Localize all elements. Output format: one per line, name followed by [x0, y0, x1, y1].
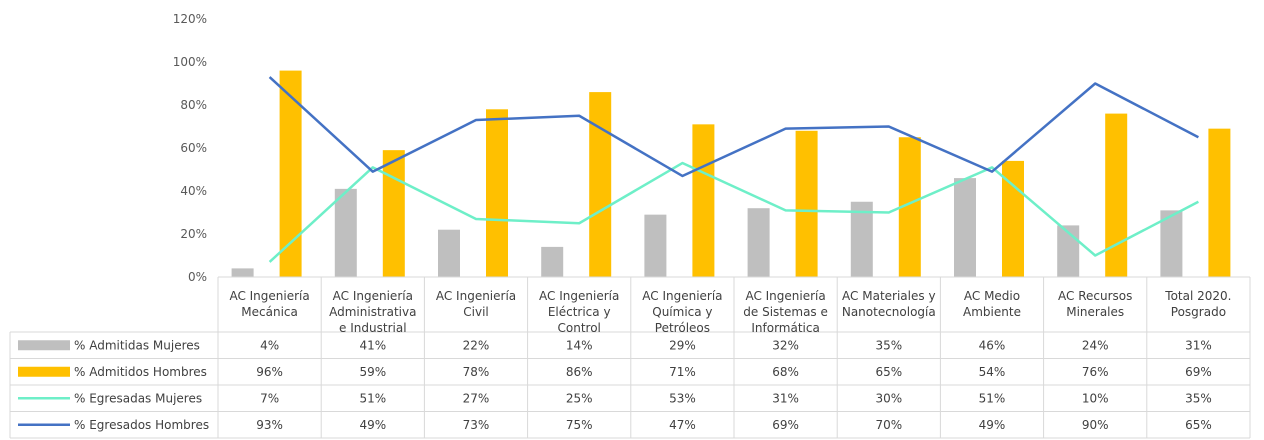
category-label: AC Ingeniería Administrativa e Industrial [329, 289, 416, 335]
category-label: AC Materiales y Nanotecnología [842, 289, 936, 319]
table-cell-value: 22% [463, 338, 490, 352]
legend-label: % Egresadas Mujeres [74, 391, 202, 405]
category-label: AC Recursos Minerales [1058, 289, 1132, 319]
table-cell-value: 49% [359, 418, 386, 432]
table-cell-value: 32% [772, 338, 799, 352]
table-cell-value: 35% [1185, 391, 1212, 405]
data-table: AC Ingeniería Mecánica AC Ingeniería Admini… [9, 276, 1251, 439]
table-cell-value: 30% [875, 391, 902, 405]
table-cell-value: 75% [566, 418, 593, 432]
table-cell-value: 35% [875, 338, 902, 352]
y-axis: 0% 20% 40% 60% 80% 100% 120% [173, 12, 207, 284]
table-cell-value: 29% [669, 338, 696, 352]
table-cell-value: 10% [1082, 391, 1109, 405]
table-cell-value: 31% [772, 391, 799, 405]
bar-admitidos-hombres [795, 130, 818, 277]
table-cell-value: 96% [256, 365, 283, 379]
bar-admitidas-mujeres [954, 178, 976, 277]
table-cell-value: 73% [463, 418, 490, 432]
bar-admitidos-hombres [898, 137, 921, 277]
table-cell-value: 70% [875, 418, 902, 432]
bars [231, 70, 1231, 277]
y-tick-label: 40% [180, 184, 207, 198]
line-egresadas-mujeres [268, 161, 1199, 263]
y-tick-label: 120% [173, 12, 207, 26]
table-cell-value: 25% [566, 391, 593, 405]
bar-admitidas-mujeres [1160, 210, 1183, 277]
bar-admitidas-mujeres [541, 246, 564, 277]
bar-admitidos-hombres [1105, 113, 1128, 277]
y-tick-label: 20% [180, 227, 207, 241]
table-cell-value: 69% [1185, 365, 1212, 379]
category-label: Total 2020. Posgrado [1164, 289, 1231, 319]
bar-admitidos-hombres [1208, 128, 1231, 277]
bar-admitidas-mujeres [644, 214, 667, 277]
table-cell-value: 27% [463, 391, 490, 405]
table-cell-value: 51% [979, 391, 1006, 405]
bar-admitidos-hombres [692, 124, 715, 277]
category-label: AC Ingeniería Civil [436, 289, 516, 319]
table-cell-value: 41% [359, 338, 386, 352]
bar-admitidas-mujeres [231, 268, 254, 277]
table-cell-value: 53% [669, 391, 696, 405]
bar-admitidas-mujeres [438, 229, 460, 277]
table-cell-value: 78% [463, 365, 490, 379]
table-cell-value: 47% [669, 418, 696, 432]
table-cell-value: 65% [875, 365, 902, 379]
category-label: AC Medio Ambiente [963, 289, 1021, 319]
table-cell-value: 68% [772, 365, 799, 379]
table-cell-value: 69% [772, 418, 799, 432]
lines [268, 76, 1199, 263]
bar-admitidas-mujeres [334, 188, 357, 277]
y-tick-label: 100% [173, 55, 207, 69]
table-cell-value: 86% [566, 365, 593, 379]
bar-admitidos-hombres [279, 70, 302, 277]
category-label: AC Ingeniería Química y Petróleos [642, 289, 722, 335]
legend-label: % Admitidas Mujeres [74, 338, 200, 352]
table-cell-value: 65% [1185, 418, 1212, 432]
table-cell-value: 7% [260, 391, 279, 405]
legend-label: % Egresados Hombres [74, 418, 209, 432]
table-cell-value: 59% [359, 365, 386, 379]
y-tick-label: 0% [188, 270, 207, 284]
table-cell-value: 76% [1082, 365, 1109, 379]
table-cell-value: 71% [669, 365, 696, 379]
category-label: AC Ingeniería Eléctrica y Control [539, 289, 619, 335]
table-cell-value: 90% [1082, 418, 1109, 432]
y-tick-label: 80% [180, 98, 207, 112]
table-cell-value: 51% [359, 391, 386, 405]
bar-admitidos-hombres [589, 92, 612, 277]
table-cell-value: 93% [256, 418, 283, 432]
bar-admitidos-hombres [382, 150, 405, 277]
bar-admitidas-mujeres [747, 208, 770, 277]
table-cell-value: 46% [979, 338, 1006, 352]
table-cell-value: 4% [260, 338, 279, 352]
legend-swatch [18, 366, 70, 377]
table-cell-value: 24% [1082, 338, 1109, 352]
bar-admitidas-mujeres [850, 201, 873, 277]
bar-admitidos-hombres [486, 109, 508, 277]
category-label: AC Ingeniería Mecánica [229, 289, 309, 319]
legend-label: % Admitidos Hombres [74, 365, 207, 379]
category-label: AC Ingeniería de Sistemas e Informática [743, 289, 828, 335]
legend-swatch [18, 340, 70, 351]
table-cell-value: 49% [979, 418, 1006, 432]
y-tick-label: 60% [180, 141, 207, 155]
table-cell-value: 14% [566, 338, 593, 352]
table-cell-value: 54% [979, 365, 1006, 379]
line-egresados-hombres [268, 76, 1199, 178]
table-cell-value: 31% [1185, 338, 1212, 352]
